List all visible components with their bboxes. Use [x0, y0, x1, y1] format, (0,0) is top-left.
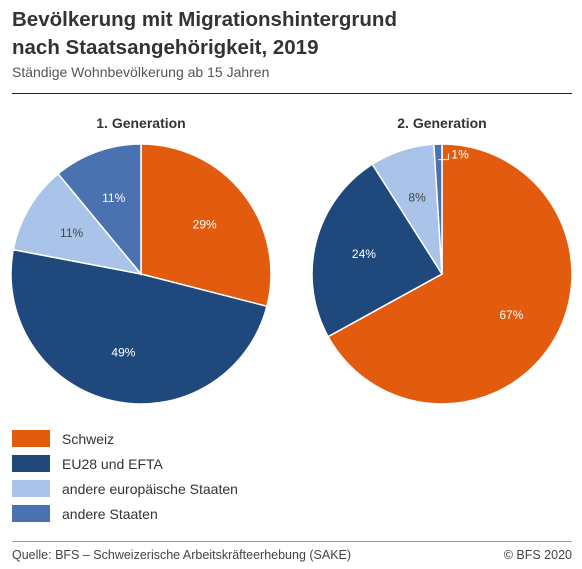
pie-slice-europe-other: [12, 172, 143, 276]
chart-title: Bevölkerung mit Migrationshintergrund na…: [12, 6, 572, 62]
pie-chart-1: 1. Generation 29% 49% 11% 11%: [10, 115, 272, 405]
pie-title: 1. Generation: [96, 115, 185, 131]
source-note: Quelle: BFS – Schweizerische Arbeitskräf…: [12, 548, 352, 562]
pie-label-europe-other: 11%: [60, 226, 83, 240]
top-divider: [12, 93, 572, 94]
title-line-1: Bevölkerung mit Migrationshintergrund: [12, 8, 397, 31]
legend-item-europe-other: andere europäische Staaten: [12, 476, 238, 501]
pie-label-other: 1%: [451, 148, 469, 162]
legend-swatch-europe-other: [12, 480, 50, 497]
pie-slice-other: [57, 143, 142, 277]
pie-charts: 1. Generation 29% 49% 11% 11% 2. Generation 67…: [10, 115, 573, 405]
pie-slice-eu28: [311, 163, 444, 338]
pie-label-europe-other: 8%: [408, 190, 426, 204]
pie-slice-eu28: [10, 248, 268, 405]
legend-swatch-eu28: [12, 455, 50, 472]
legend-swatch-other: [12, 505, 50, 522]
legend-item-schweiz: Schweiz: [12, 426, 238, 451]
pie-label-schweiz: 29%: [193, 218, 217, 232]
leader-line: [438, 153, 449, 161]
pie-label-eu28: 49%: [111, 346, 135, 360]
pie-label-eu28: 24%: [352, 247, 376, 261]
legend-label: andere europäische Staaten: [62, 480, 238, 497]
pie-slice-other: [433, 143, 443, 275]
title-line-2: nach Staatsangehörigkeit, 2019: [12, 36, 319, 59]
bottom-divider: [12, 541, 572, 542]
legend-label: andere Staaten: [62, 505, 158, 522]
legend-item-eu28: EU28 und EFTA: [12, 451, 238, 476]
legend-swatch-schweiz: [12, 430, 50, 447]
pie-title: 2. Generation: [397, 115, 486, 131]
pie-slice-schweiz: [140, 143, 272, 308]
legend-label: Schweiz: [62, 430, 115, 447]
pie-slice-schweiz: [327, 143, 573, 405]
pie-label-schweiz: 67%: [499, 308, 523, 322]
copyright: © BFS 2020: [503, 548, 572, 562]
legend-label: EU28 und EFTA: [62, 455, 163, 472]
legend-item-other: andere Staaten: [12, 501, 238, 526]
legend: Schweiz EU28 und EFTA andere europäische…: [12, 426, 238, 526]
pie-chart-2: 2. Generation 67% 24% 8% 1%: [311, 115, 573, 405]
chart-subtitle: Ständige Wohnbevölkerung ab 15 Jahren: [12, 64, 270, 80]
pie-label-other: 11%: [102, 191, 125, 205]
